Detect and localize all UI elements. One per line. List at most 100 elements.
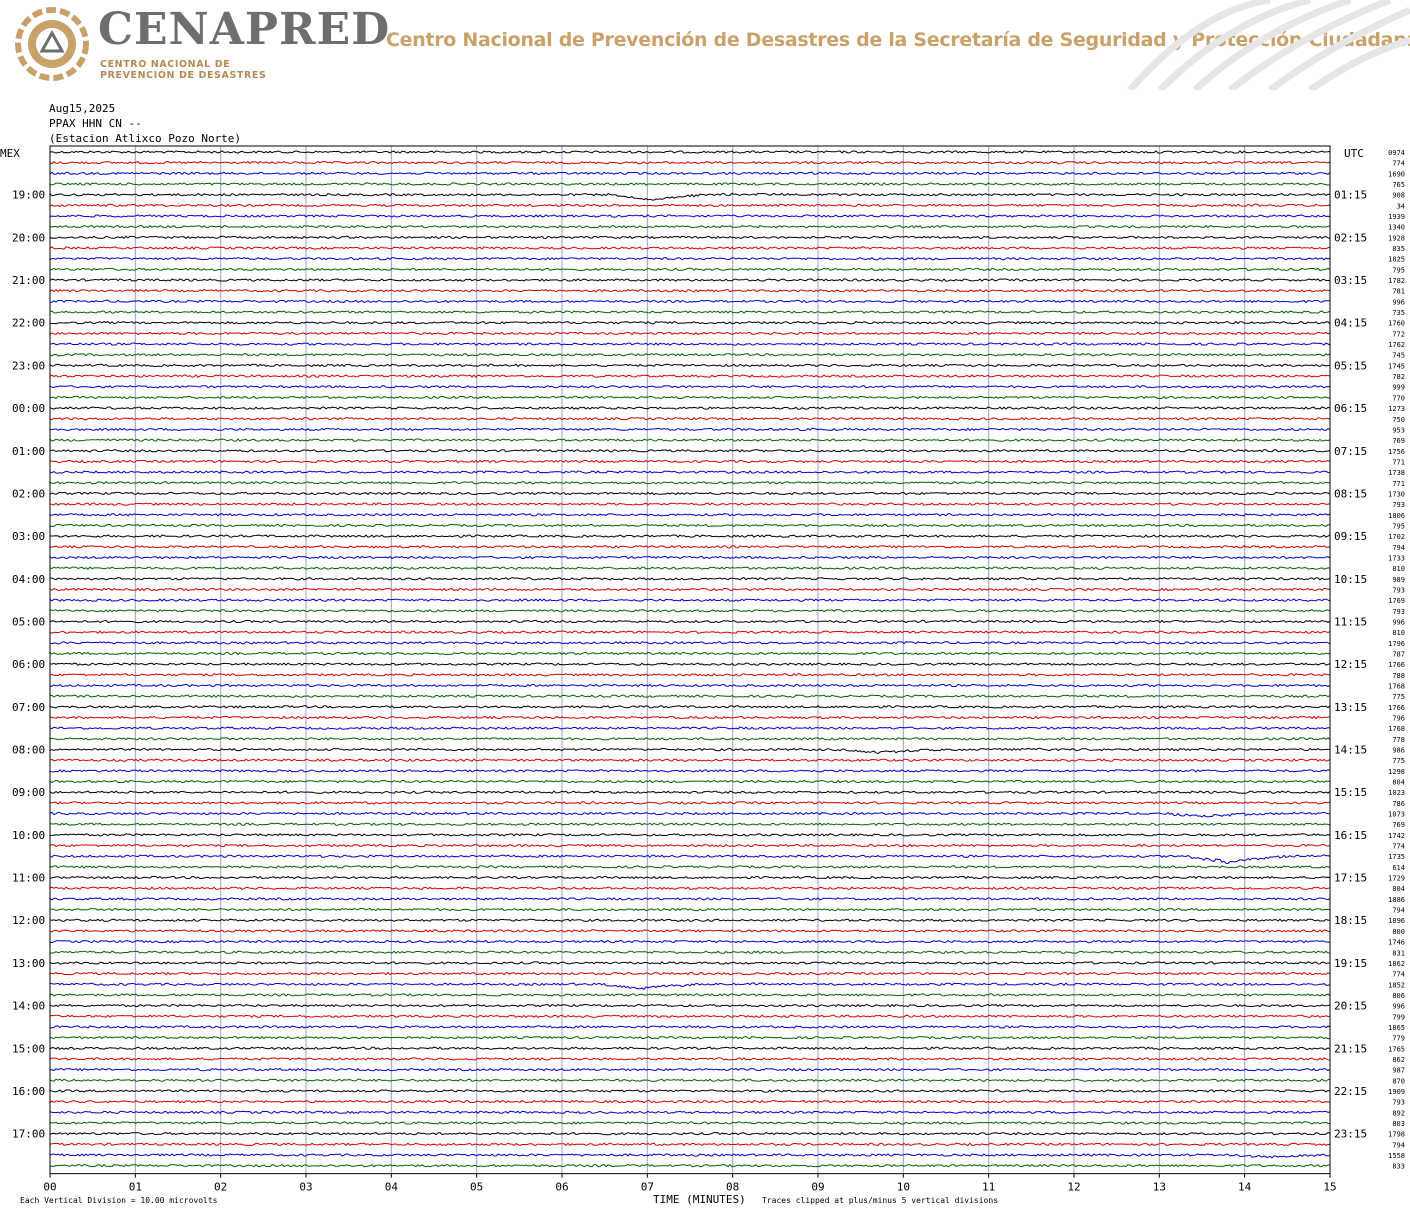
row-value: 774 xyxy=(1392,160,1405,168)
row-value: 796 xyxy=(1392,715,1405,723)
trace-row-25 xyxy=(49,416,1331,421)
trace-row-17 xyxy=(49,331,1331,336)
left-hour-label: 13:00 xyxy=(12,957,45,970)
row-value: 1558 xyxy=(1388,1152,1405,1160)
left-hour-label: 01:00 xyxy=(12,445,45,458)
left-hour-label: 07:00 xyxy=(12,701,45,714)
row-value: 793 xyxy=(1392,1099,1405,1107)
x-axis-ticks: 00 01 02 03 04 05 06 07 08 09 10 11 12 13 14 15 xyxy=(43,1173,1337,1194)
right-hour-label: 23:15 xyxy=(1334,1128,1367,1141)
station-date: Aug15,2025 xyxy=(49,102,116,115)
trace-row-70 xyxy=(49,897,1331,901)
row-value: 804 xyxy=(1392,885,1405,893)
row-value: 1896 xyxy=(1388,917,1405,925)
trace-row-31 xyxy=(49,481,1331,485)
trace-row-0 xyxy=(49,150,1331,154)
row-value: 1806 xyxy=(1388,512,1405,520)
trace-row-40 xyxy=(49,577,1331,581)
trace-row-77 xyxy=(49,971,1331,976)
row-value: 774 xyxy=(1392,843,1405,851)
trace-row-48 xyxy=(49,662,1331,666)
station-channel: PPAX HHN CN -- xyxy=(49,117,142,130)
left-hour-label: 19:00 xyxy=(12,189,45,202)
left-hour-label: 04:00 xyxy=(12,573,45,586)
plot-frame xyxy=(49,145,1331,1175)
row-value: 772 xyxy=(1392,330,1405,338)
row-value: 1909 xyxy=(1388,1088,1405,1096)
left-hour-label: 00:00 xyxy=(12,402,45,415)
right-axis-label: UTC xyxy=(1344,147,1364,160)
left-hour-label: 17:00 xyxy=(12,1128,45,1141)
row-value: 775 xyxy=(1392,693,1405,701)
trace-row-11 xyxy=(49,267,1331,272)
trace-row-83 xyxy=(49,1035,1331,1040)
trace-row-66 xyxy=(49,854,1331,865)
trace-row-56 xyxy=(49,747,1331,755)
row-value: 0974 xyxy=(1388,149,1405,157)
row-value: 803 xyxy=(1392,1120,1405,1128)
row-value: 769 xyxy=(1392,437,1405,445)
brand-subtitle: CENTRO NACIONAL DE PREVENCIÓN DE DESASTR… xyxy=(100,59,266,81)
row-value: 987 xyxy=(1392,1067,1405,1075)
row-value: 745 xyxy=(1392,352,1405,360)
row-value: 794 xyxy=(1392,907,1405,915)
trace-row-75 xyxy=(50,950,1330,955)
station-name: (Estacion Atlixco Pozo Norte) xyxy=(49,132,242,145)
trace-row-30 xyxy=(49,470,1331,474)
trace-row-29 xyxy=(49,459,1331,464)
row-value: 1862 xyxy=(1388,960,1405,968)
row-value: 996 xyxy=(1392,1003,1405,1011)
trace-row-14 xyxy=(49,299,1331,304)
left-hour-label: 03:00 xyxy=(12,530,45,543)
row-value: 833 xyxy=(1392,1163,1405,1171)
trace-row-59 xyxy=(49,779,1331,784)
x-tick-02: 02 xyxy=(214,1181,227,1194)
right-hour-label: 22:15 xyxy=(1334,1085,1367,1098)
trace-row-73 xyxy=(49,929,1331,933)
clip-note: Traces clipped at plus/minus 5 vertical … xyxy=(762,1196,998,1205)
right-hour-label: 02:15 xyxy=(1334,231,1367,244)
row-value: 1865 xyxy=(1388,1024,1405,1032)
x-tick-13: 13 xyxy=(1153,1181,1166,1194)
trace-row-23 xyxy=(49,395,1331,400)
trace-row-32 xyxy=(49,491,1331,496)
x-tick-14: 14 xyxy=(1238,1181,1252,1194)
trace-row-53 xyxy=(49,715,1331,720)
trace-row-62 xyxy=(49,811,1331,818)
right-hour-label: 06:15 xyxy=(1334,402,1367,415)
trace-row-76 xyxy=(49,961,1330,965)
x-tick-07: 07 xyxy=(641,1181,654,1194)
x-tick-00: 00 xyxy=(43,1181,56,1194)
row-value: 1768 xyxy=(1388,725,1405,733)
left-hour-label: 09:00 xyxy=(12,786,45,799)
right-hour-label: 18:15 xyxy=(1334,914,1367,927)
row-value: 794 xyxy=(1392,544,1405,552)
row-value: 996 xyxy=(1392,618,1405,626)
row-value: 1765 xyxy=(1388,1045,1405,1053)
row-value: 788 xyxy=(1392,672,1405,680)
header: CENAPRED CENTRO NACIONAL DE PREVENCIÓN D… xyxy=(0,0,1410,90)
row-value: 1762 xyxy=(1388,341,1405,349)
trace-row-27 xyxy=(49,438,1331,442)
row-value: 781 xyxy=(1392,288,1405,296)
left-hour-label: 21:00 xyxy=(12,274,45,287)
row-value: 1073 xyxy=(1388,811,1405,819)
trace-row-43 xyxy=(49,609,1331,613)
row-value: 769 xyxy=(1392,821,1405,829)
row-value: 1768 xyxy=(1388,683,1405,691)
row-value: 34 xyxy=(1397,202,1405,210)
trace-row-13 xyxy=(49,288,1331,293)
x-tick-10: 10 xyxy=(897,1181,910,1194)
row-value: 1766 xyxy=(1388,661,1405,669)
brand-subtitle-line1: CENTRO NACIONAL DE xyxy=(100,59,231,70)
row-value: 999 xyxy=(1392,384,1405,392)
brand-subtitle-line2: PREVENCIÓN DE DESASTRES xyxy=(100,70,267,81)
right-hour-label: 13:15 xyxy=(1334,701,1367,714)
trace-row-88 xyxy=(49,1089,1331,1093)
row-value: 1735 xyxy=(1388,853,1405,861)
row-value: 795 xyxy=(1392,522,1405,530)
trace-row-20 xyxy=(49,363,1331,368)
trace-row-7 xyxy=(49,224,1331,229)
trace-row-4 xyxy=(49,192,1331,201)
trace-row-55 xyxy=(49,737,1331,741)
